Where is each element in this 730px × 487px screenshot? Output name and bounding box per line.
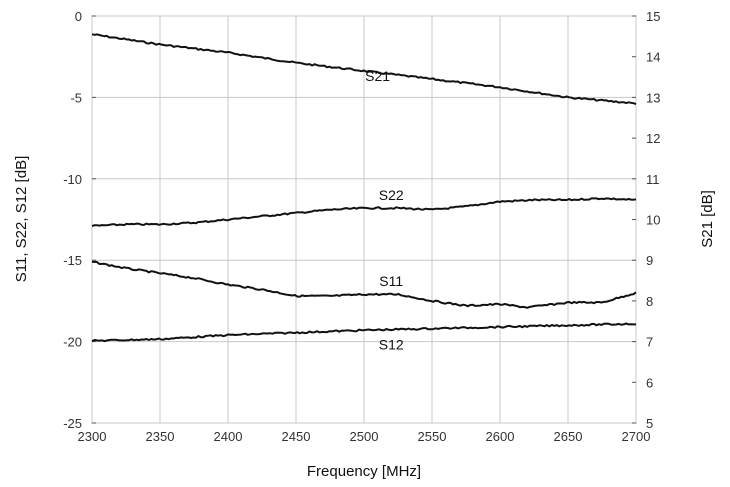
x-tick-label: 2300	[78, 429, 107, 444]
y-axis-right-title: S21 [dB]	[699, 190, 716, 248]
series-label-s22: S22	[379, 187, 404, 203]
y-right-tick-label: 9	[646, 253, 653, 268]
series-labels: S21 S22 S11 S12	[365, 68, 404, 353]
series-line-s21	[91, 33, 637, 106]
tick-labels: 2300 2350 2400 2450 2500 2550 2600 2650 2700 0 -5 -…	[63, 9, 660, 444]
series-line-s12	[91, 322, 636, 343]
series-group	[91, 33, 637, 343]
y-right-tick-label: 6	[646, 375, 653, 390]
y-right-tick-label: 15	[646, 9, 660, 24]
x-axis-title: Frequency [MHz]	[307, 463, 421, 480]
y-right-tick-label: 7	[646, 335, 653, 350]
series-line-s22	[91, 197, 637, 228]
y-left-tick-label: -20	[63, 335, 82, 350]
y-left-tick-label: 0	[75, 9, 82, 24]
y-left-tick-label: -15	[63, 253, 82, 268]
y-right-tick-label: 14	[646, 50, 660, 65]
series-label-s12: S12	[379, 337, 404, 353]
series-label-s21: S21	[365, 68, 390, 84]
y-right-tick-label: 8	[646, 294, 653, 309]
y-right-tick-label: 11	[646, 172, 660, 187]
x-tick-label: 2550	[418, 429, 447, 444]
grid	[91, 15, 637, 424]
y-right-tick-label: 13	[646, 90, 660, 105]
y-right-tick-label: 12	[646, 131, 660, 146]
y-left-tick-label: -5	[70, 90, 82, 105]
x-tick-label: 2400	[214, 429, 243, 444]
x-tick-label: 2700	[622, 429, 651, 444]
x-tick-label: 2650	[554, 429, 583, 444]
series-line-s11	[92, 260, 637, 309]
x-tick-label: 2500	[350, 429, 379, 444]
x-tick-label: 2450	[282, 429, 311, 444]
y-axis-left-title: S11, S22, S12 [dB]	[13, 156, 30, 282]
y-right-tick-label: 10	[646, 213, 660, 228]
x-tick-label: 2350	[146, 429, 175, 444]
y-left-tick-label: -25	[63, 416, 82, 431]
y-left-tick-label: -10	[63, 172, 82, 187]
series-label-s11: S11	[379, 273, 403, 289]
x-tick-label: 2600	[486, 429, 515, 444]
y-right-tick-label: 5	[646, 416, 653, 431]
